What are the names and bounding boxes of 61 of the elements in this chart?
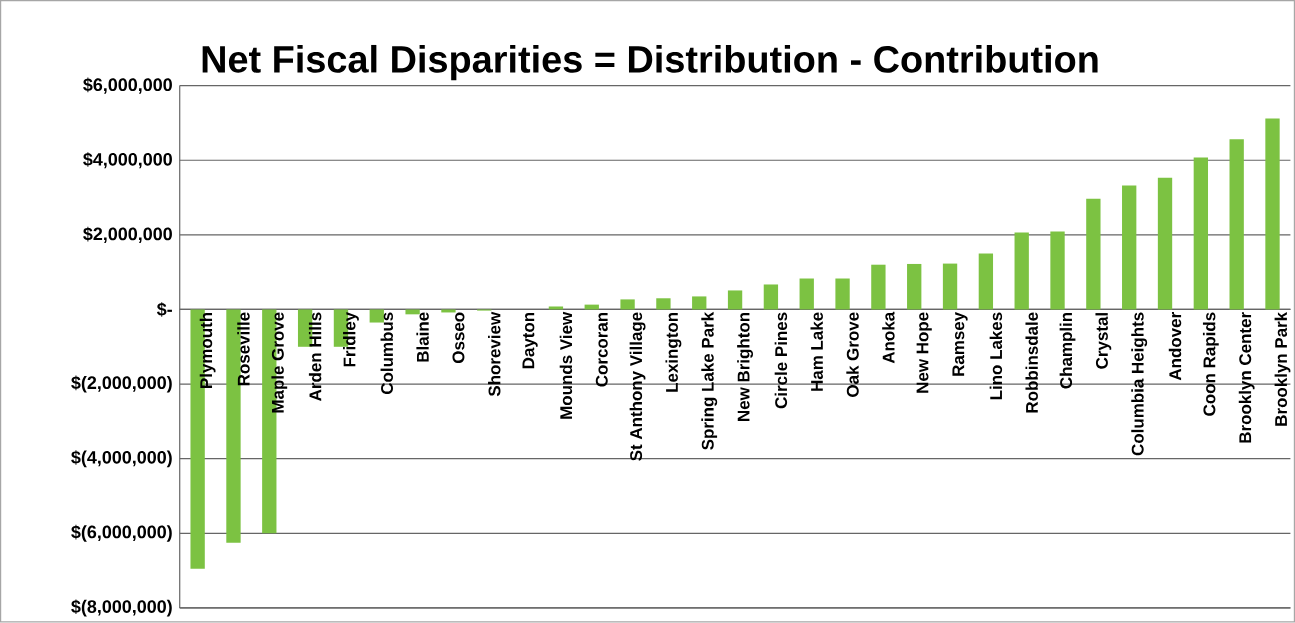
y-tick-label: $6,000,000 xyxy=(83,77,172,94)
bar xyxy=(1122,185,1137,310)
x-tick-label: Oak Grove xyxy=(846,312,859,397)
x-tick-label: Roseville xyxy=(237,312,250,386)
y-tick-label: $4,000,000 xyxy=(83,152,172,169)
x-tick-label: Shoreview xyxy=(488,311,501,397)
bar xyxy=(1157,177,1173,310)
chart-title: Net Fiscal Disparities = Distribution - Contribution xyxy=(202,44,1098,81)
x-tick-label: New Hope xyxy=(916,312,932,393)
x-tick-label: Mounds View xyxy=(559,311,573,419)
x-tick-label: Champlin xyxy=(1059,312,1076,389)
x-tick-label: Arden Hills xyxy=(308,312,322,401)
x-tick-label: Osseo xyxy=(452,312,465,363)
x-tick-label: Maple Grove xyxy=(271,312,288,413)
bar xyxy=(763,284,779,310)
bar xyxy=(907,263,922,310)
bar xyxy=(692,296,707,310)
x-tick-label: Andover xyxy=(1168,312,1182,381)
bar xyxy=(978,253,994,310)
bar xyxy=(871,264,886,310)
x-tick-label: Dayton xyxy=(522,312,538,369)
bar xyxy=(441,309,456,313)
y-tick-label: $(2,000,000) xyxy=(71,375,172,393)
y-tick-label: $(4,000,000) xyxy=(71,450,172,468)
x-tick-label: St Anthony Village xyxy=(629,312,646,461)
bar xyxy=(1050,231,1065,310)
x-tick-label: Robbinsdale xyxy=(1025,312,1038,413)
x-tick-label: New Brighton xyxy=(737,312,754,421)
x-tick-label: Ramsey xyxy=(952,311,968,376)
y-tick-label: $(6,000,000) xyxy=(71,524,172,542)
x-tick-label: Spring Lake Park xyxy=(701,311,718,450)
x-tick-label: Plymouth xyxy=(199,312,216,388)
y-tick-label: $(8,000,000) xyxy=(71,599,172,617)
bar xyxy=(942,263,958,310)
y-tick-label: $2,000,000 xyxy=(83,226,172,243)
x-tick-label: Brooklyn Park xyxy=(1274,311,1291,426)
bar xyxy=(1086,198,1101,310)
x-tick-label: Columbia Heights xyxy=(1131,312,1148,456)
bar xyxy=(1229,139,1244,310)
bar xyxy=(835,278,850,310)
x-tick-label: Columbus xyxy=(380,312,393,394)
x-tick-label: Lexington xyxy=(665,312,682,392)
bar xyxy=(656,298,671,310)
bar xyxy=(548,306,564,310)
x-tick-label: Ham Lake xyxy=(810,312,823,391)
x-tick-label: Crystal xyxy=(1095,313,1112,369)
bar xyxy=(799,278,814,310)
bar xyxy=(1014,232,1029,310)
x-tick-label: Fridley xyxy=(343,311,359,367)
x-tick-label: Brooklyn Center xyxy=(1238,312,1255,443)
bar xyxy=(1265,118,1280,310)
y-tick-label: $- xyxy=(156,302,172,317)
x-tick-label: Circle Pines xyxy=(774,312,788,409)
bar xyxy=(620,299,635,310)
x-tick-label: Blaine xyxy=(416,312,429,362)
x-tick-label: Coon Rapids xyxy=(1202,312,1219,416)
bar xyxy=(727,290,743,310)
x-tick-label: Anoka xyxy=(882,311,895,364)
x-tick-label: Lino Lakes xyxy=(989,312,1003,400)
x-tick-label: Corcoran xyxy=(595,312,608,387)
bar xyxy=(1193,157,1209,310)
